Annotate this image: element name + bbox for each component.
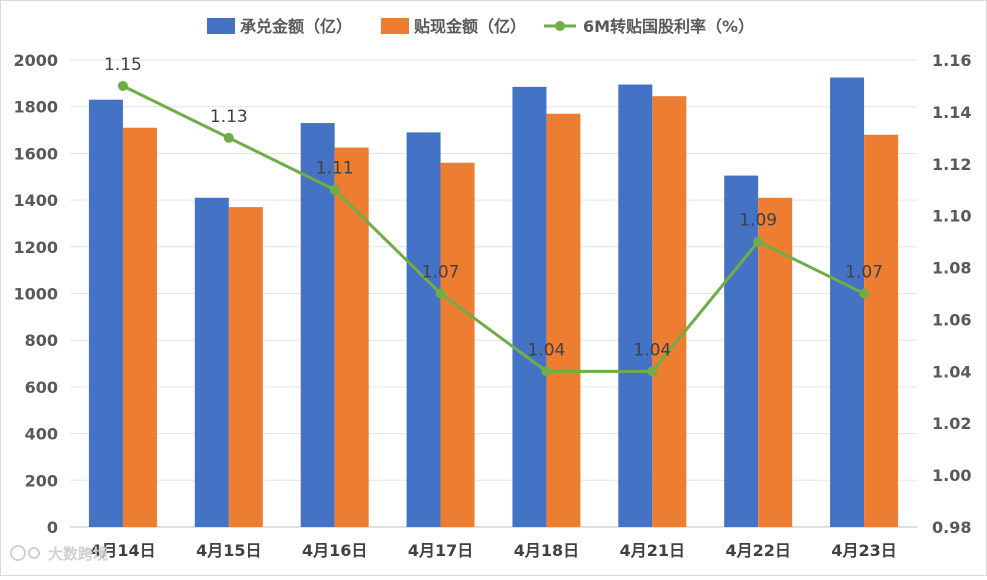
rate-data-label: 1.07 (422, 263, 460, 283)
rate-point (435, 288, 446, 299)
left-axis-tick-label: 600 (25, 378, 58, 397)
left-axis-tick-label: 1600 (13, 144, 58, 163)
rate-point (753, 236, 764, 247)
rate-data-label: 1.04 (528, 340, 566, 360)
bar-acceptance (406, 132, 441, 527)
right-axis-tick-label: 1.04 (932, 362, 971, 381)
rate-point (223, 132, 234, 143)
right-axis-tick-label: 1.12 (932, 155, 971, 174)
legend-label: 6M转贴国股利率（%） (583, 17, 754, 36)
rate-series-line (122, 84, 865, 373)
left-axis-tick-label: 1200 (13, 238, 58, 257)
right-axis-tick-label: 1.14 (932, 103, 971, 122)
bar-acceptance (88, 99, 123, 527)
bars (88, 77, 899, 528)
rate-point (647, 366, 658, 377)
legend-label: 承兑金额（亿） (240, 17, 352, 36)
bar-discount (652, 96, 687, 527)
watermark-logo-icon-2 (28, 547, 40, 559)
category-label: 4月18日 (514, 541, 579, 560)
bar-discount (546, 113, 581, 527)
bar-acceptance (194, 197, 229, 527)
rate-data-label: 1.13 (210, 107, 248, 127)
rate-data-label: 1.04 (633, 340, 671, 360)
category-label: 4月16日 (302, 541, 367, 560)
legend-swatch (207, 18, 235, 34)
left-axis-tick-label: 400 (25, 425, 58, 444)
left-axis-tick-label: 1400 (13, 191, 58, 210)
left-axis-tick-label: 0 (47, 518, 58, 537)
left-axis-tick-label: 2000 (13, 51, 58, 70)
legend-swatch-point (555, 21, 565, 31)
rate-point (117, 80, 128, 91)
legend-swatch (381, 18, 409, 34)
rate-point (859, 288, 870, 299)
left-axis: 0 200 400 600 800 1000 1200 1400 1600 1800 2000 (13, 51, 58, 537)
right-axis-tick-label: 1.08 (932, 259, 971, 278)
left-axis-tick-label: 1000 (13, 285, 58, 304)
category-label: 4月14日 (90, 541, 155, 560)
watermark: 大数跨境 (10, 545, 108, 563)
watermark-logo-icon (10, 545, 26, 561)
bar-acceptance (512, 86, 547, 527)
category-label: 4月21日 (620, 541, 685, 560)
category-axis: 4月14日 4月15日 4月16日 4月17日 4月18日 4月21日 4月22日 4月23日 (90, 541, 897, 560)
bar-discount (228, 207, 263, 528)
right-axis-tick-label: 1.02 (932, 414, 971, 433)
left-axis-tick-label: 200 (25, 471, 58, 490)
bar-discount (122, 127, 157, 527)
category-label: 4月22日 (725, 541, 790, 560)
left-axis-tick-label: 800 (25, 331, 58, 350)
bar-acceptance (618, 84, 653, 527)
rate-point (541, 366, 552, 377)
category-label: 4月23日 (831, 541, 896, 560)
watermark-text: 大数跨境 (48, 545, 108, 563)
category-label: 4月17日 (408, 541, 473, 560)
right-axis-tick-label: 0.98 (932, 518, 971, 537)
right-axis-tick-label: 1.06 (932, 310, 971, 329)
right-axis-tick-label: 1.10 (932, 207, 971, 226)
bar-acceptance (724, 175, 759, 527)
rate-data-label: 1.07 (845, 263, 883, 283)
bar-discount (440, 162, 475, 528)
category-label: 4月15日 (196, 541, 261, 560)
bar-acceptance (300, 123, 335, 528)
right-axis: 0.98 1.00 1.02 1.04 1.06 1.08 1.10 1.12 1.14 1.16 (932, 51, 971, 537)
rate-data-label: 1.09 (739, 211, 777, 231)
right-axis-tick-label: 1.00 (932, 466, 971, 485)
bar-acceptance (830, 77, 865, 527)
rate-data-label: 1.11 (316, 159, 354, 179)
rate-data-label: 1.15 (104, 55, 142, 75)
legend-label: 贴现金额（亿） (414, 17, 526, 36)
bar-discount (864, 134, 899, 527)
bar-discount (758, 197, 793, 527)
left-axis-tick-label: 1800 (13, 98, 58, 117)
legend: 承兑金额（亿） 贴现金额（亿） 6M转贴国股利率（%） (207, 17, 754, 36)
rate-point (329, 184, 340, 195)
rate-line: 1.15 1.13 1.11 1.07 1.04 1.04 1.09 1.07 (104, 55, 883, 377)
bar-discount (334, 147, 369, 527)
right-axis-tick-label: 1.16 (932, 51, 971, 70)
